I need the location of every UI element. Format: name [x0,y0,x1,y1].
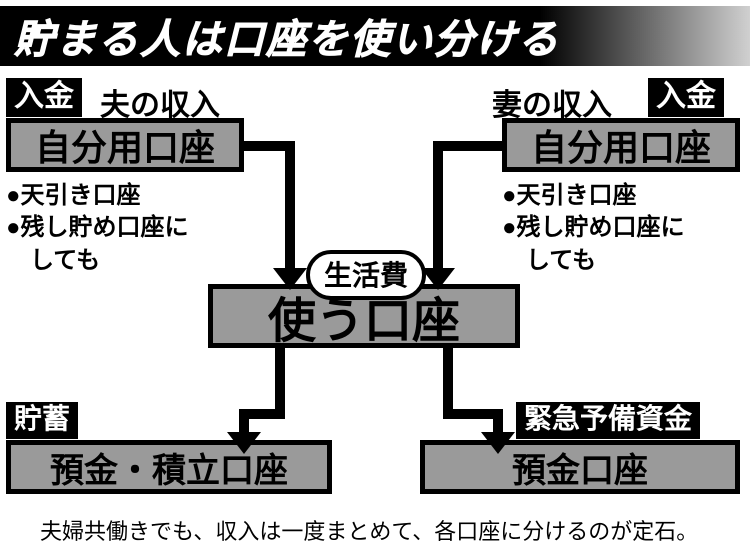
tag-deposit-left: 入金 [6,78,82,117]
notes-right: ●天引き口座 ●残し貯め口座に しても [502,180,685,277]
tag-deposit-right: 入金 [648,78,724,117]
notes-left-line2: ●残し貯め口座に [6,212,189,244]
title-text: 貯まる人は口座を使い分ける [14,7,560,65]
edge-use-to-savings [244,348,280,432]
caption-text: 夫婦共働きでも、収入は一度まとめて、各口座に分けるのが定石。 [40,514,698,546]
notes-left-line1: ●天引き口座 [6,180,189,212]
tag-emergency-fund: 緊急予備資金 [516,402,700,439]
notes-left: ●天引き口座 ●残し貯め口座に しても [6,180,189,277]
account-savings: 預金・積立口座 [6,440,332,494]
title-bar: 貯まる人は口座を使い分ける [0,6,750,66]
notes-left-line3: しても [6,245,189,277]
pill-living-expenses: 生活費 [306,250,426,300]
notes-right-line1: ●天引き口座 [502,180,685,212]
notes-right-line2: ●残し貯め口座に [502,212,685,244]
account-self-right: 自分用口座 [502,118,740,172]
notes-right-line3: しても [502,245,685,277]
edge-husband-to-use [244,146,290,268]
account-self-left: 自分用口座 [6,118,244,172]
account-emergency: 預金口座 [420,440,740,494]
edge-use-to-emergency [448,348,498,432]
edge-wife-to-use [438,146,502,268]
diagram-stage: 貯まる人は口座を使い分ける 入金 夫の収入 妻の収入 入金 自分用口座 自分用口… [0,0,750,555]
tag-savings: 貯蓄 [6,402,78,439]
